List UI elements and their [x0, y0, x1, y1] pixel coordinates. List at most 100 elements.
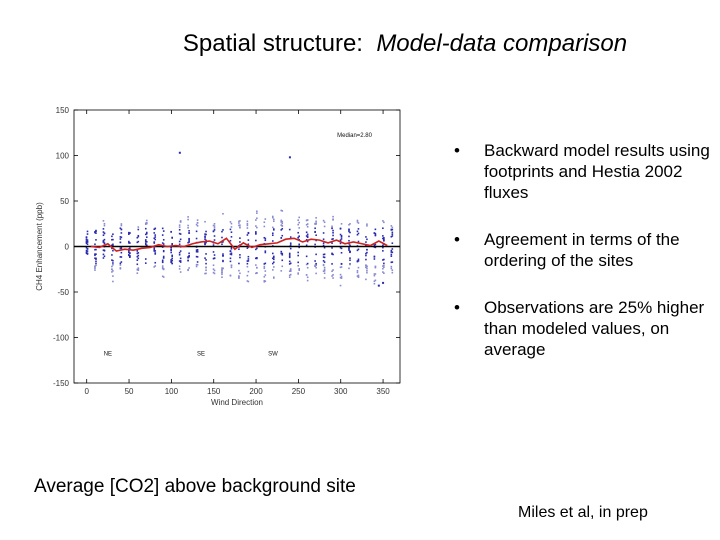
scatter-point [205, 269, 207, 272]
scatter-point [356, 269, 359, 272]
scatter-point [339, 276, 342, 279]
scatter-point [229, 253, 232, 255]
scatter-point [94, 231, 96, 233]
scatter-point [331, 263, 333, 265]
scatter-point [349, 257, 351, 259]
scatter-point [154, 253, 157, 255]
scatter-point [356, 230, 359, 233]
scatter-point [289, 244, 292, 246]
scatter-point [255, 239, 257, 242]
scatter-point [144, 227, 147, 230]
scatter-point [264, 280, 267, 283]
scatter-point [145, 241, 148, 243]
scatter-point [383, 272, 385, 274]
scatter-point [332, 231, 334, 234]
scatter-point [213, 223, 216, 225]
scatter-point [366, 251, 368, 254]
scatter-point [366, 225, 368, 227]
scatter-point [102, 241, 105, 243]
scatter-point [95, 229, 97, 232]
scatter-point [281, 222, 284, 225]
scatter-point [298, 235, 300, 238]
scatter-point [95, 257, 97, 260]
scatter-point [111, 268, 113, 270]
scatter-point [374, 266, 377, 269]
scatter-point [247, 258, 250, 260]
scatter-point [195, 249, 198, 251]
scatter-point [196, 250, 199, 253]
scatter-point [331, 242, 333, 244]
scatter-point [179, 260, 182, 262]
scatter-point [170, 261, 172, 264]
scatter-point [102, 220, 105, 222]
scatter-point [289, 273, 292, 276]
sector-label: SE [197, 352, 205, 358]
scatter-point [280, 229, 283, 231]
scatter-point [306, 276, 309, 279]
scatter-point [120, 251, 123, 254]
scatter-point [289, 262, 292, 265]
scatter-point [288, 260, 291, 263]
scatter-point [162, 250, 165, 253]
scatter-point [315, 234, 317, 237]
scatter-point [94, 253, 96, 255]
scatter-point [390, 235, 393, 238]
scatter-point [145, 231, 148, 234]
scatter-point [238, 222, 240, 224]
scatter-point [366, 269, 368, 272]
scatter-point [297, 231, 299, 234]
scatter-point [129, 256, 131, 258]
scatter-point [171, 255, 173, 258]
scatter-point [271, 215, 274, 218]
scatter-point [365, 266, 367, 269]
scatter-point [188, 240, 190, 242]
bullet-text: Agreement in terms of the ordering of th… [484, 230, 680, 270]
scatter-point [85, 252, 88, 255]
scatter-point [264, 239, 267, 242]
scatter-point [239, 220, 241, 222]
scatter-point [103, 255, 106, 258]
scatter-point [256, 212, 258, 214]
scatter-point [205, 262, 207, 265]
scatter-point [137, 226, 140, 228]
scatter-point [314, 264, 316, 267]
y-tick-label: 0 [65, 243, 70, 252]
scatter-point [205, 259, 207, 261]
scatter-point [170, 249, 172, 252]
scatter-point [374, 243, 377, 246]
ch4-scatter-chart: -150 -100 -50 0 50 100 150 0 50 100 150 200 250 300 35… [35, 106, 401, 407]
scatter-point [322, 260, 325, 262]
scatter-point [280, 250, 283, 253]
slide-title-prefix: Spatial structure: [182, 30, 363, 57]
scatter-point [365, 254, 367, 257]
scatter-point [86, 248, 89, 250]
scatter-point [339, 273, 342, 276]
scatter-point [153, 228, 156, 231]
scatter-point [391, 242, 394, 244]
scatter-point [365, 241, 367, 243]
scatter-point [339, 227, 342, 230]
scatter-point [204, 257, 206, 259]
scatter-point [373, 232, 376, 234]
scatter-point [153, 241, 156, 243]
scatter-point [288, 228, 291, 231]
scatter-point [255, 264, 257, 266]
scatter-point [391, 248, 394, 250]
scatter-point [263, 267, 266, 270]
scatter-point [340, 247, 343, 250]
scatter-point [112, 243, 114, 246]
scatter-point [120, 261, 123, 263]
scatter-point [178, 224, 181, 226]
median-annotation: Median=2.80 [337, 133, 373, 139]
scatter-point [128, 251, 130, 254]
scatter-point [112, 280, 114, 283]
scatter-point [221, 243, 223, 246]
scatter-point [322, 219, 325, 222]
scatter-point [129, 254, 131, 257]
scatter-point [119, 262, 122, 265]
scatter-point [356, 275, 359, 277]
scatter-point [179, 261, 182, 263]
scatter-point [86, 241, 89, 243]
scatter-point [103, 242, 106, 244]
scatter-point [178, 265, 181, 268]
